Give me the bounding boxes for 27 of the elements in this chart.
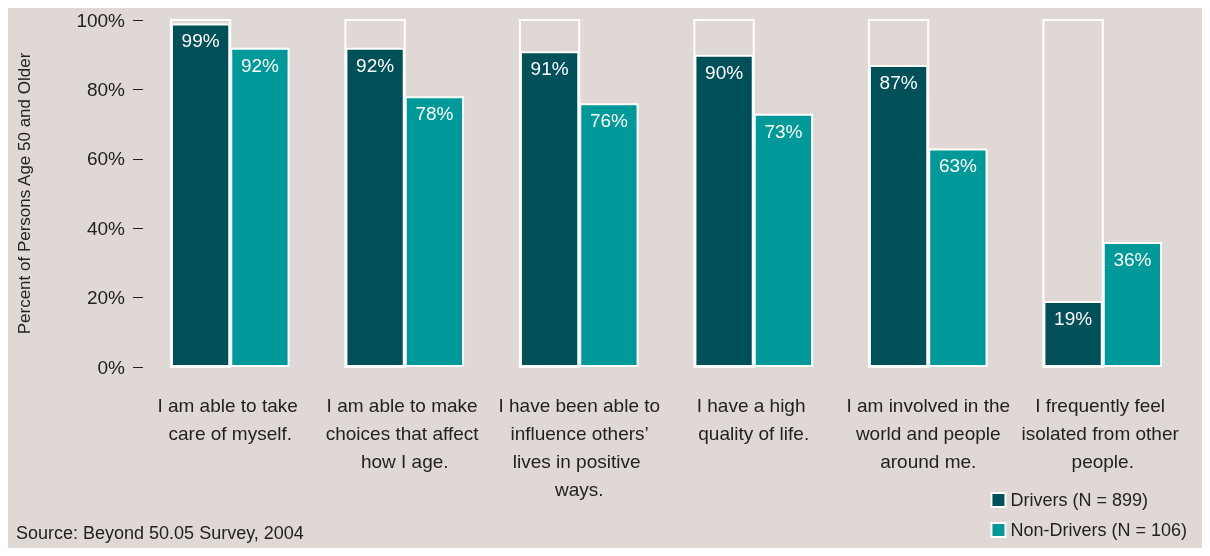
- x-tick-label: I am involved in the world and people around me.: [846, 394, 1011, 472]
- x-tick-label: I am able to make choices that affect how I age.: [325, 394, 484, 472]
- data-label: 36%: [1113, 249, 1152, 271]
- data-label: 63%: [938, 155, 978, 177]
- x-tick-label: I am able to take care of myself.: [157, 394, 304, 444]
- legend-label: Drivers (N = 899): [1010, 490, 1148, 510]
- data-label: 76%: [589, 110, 629, 132]
- data-label: 90%: [705, 61, 744, 83]
- y-tick-label: 80%: [86, 78, 126, 100]
- x-tick-label: I frequently feel isolated from other people.: [1021, 394, 1185, 472]
- data-label: 19%: [1054, 308, 1093, 330]
- y-tick-label: 20%: [86, 287, 126, 309]
- data-label: 87%: [879, 72, 918, 94]
- legend-label: Non-Drivers (N = 106): [1010, 520, 1187, 540]
- y-tick-label: 40%: [86, 217, 126, 239]
- data-label: 78%: [415, 103, 454, 125]
- y-axis-title: Percent of Persons Age 50 and Older: [15, 52, 34, 335]
- source-note: Source: Beyond 50.05 Survey, 2004: [16, 523, 304, 543]
- y-tick-label: 0%: [97, 356, 126, 378]
- data-label: 73%: [764, 120, 803, 142]
- data-label: 92%: [240, 54, 280, 76]
- y-tick-label: 100%: [76, 9, 126, 31]
- y-tick-label: 60%: [86, 148, 126, 170]
- data-label: 91%: [530, 58, 569, 80]
- x-tick-label: I have a high quality of life.: [696, 394, 811, 444]
- x-tick-label: I have been able to influence others’ lives in positive ways.: [498, 394, 661, 500]
- data-label: 92%: [356, 54, 395, 76]
